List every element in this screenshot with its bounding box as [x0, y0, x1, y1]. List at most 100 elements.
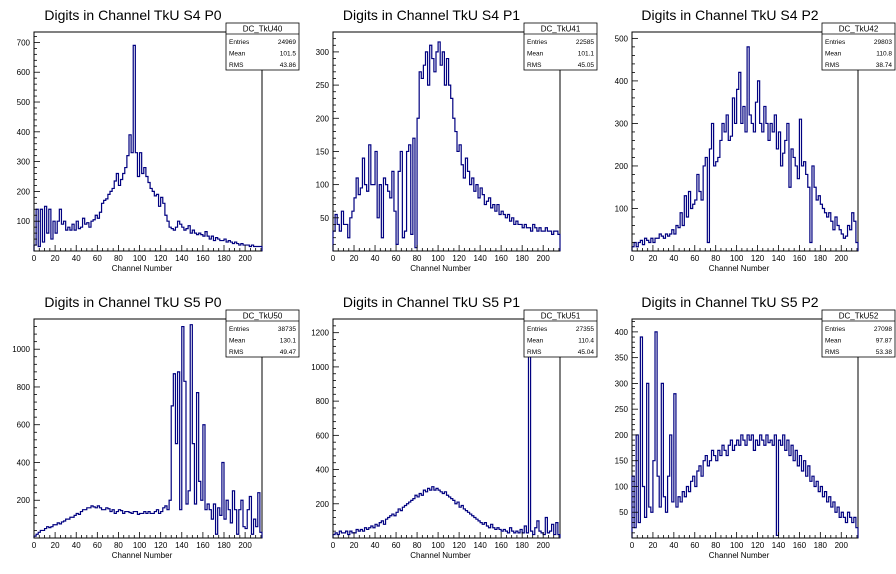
x-tick-label: 180	[814, 254, 828, 263]
x-tick-label: 40	[371, 254, 380, 263]
x-tick-label: 20	[51, 541, 60, 550]
histogram-pad: Digits in Channel TkU S5 P0 0 20 40 60 80 100 1…	[12, 294, 300, 560]
x-tick-label: 20	[51, 254, 60, 263]
stats-label: RMS	[229, 62, 244, 69]
x-tick-label: 160	[494, 254, 508, 263]
y-tick-label: 300	[316, 48, 330, 57]
x-tick-label: 60	[93, 254, 102, 263]
stats-box	[821, 309, 896, 358]
y-tick-label: 250	[316, 81, 330, 90]
y-tick-label: 500	[615, 34, 629, 43]
stats-value: 97.87	[876, 338, 893, 345]
stats-value: 24969	[278, 39, 296, 46]
y-tick-label: 600	[17, 421, 31, 430]
x-tick-label: 120	[452, 541, 466, 550]
x-tick-label: 200	[835, 541, 849, 550]
x-tick-label: 200	[537, 541, 551, 550]
y-tick-label: 700	[17, 38, 31, 47]
x-tick-label: 140	[772, 541, 786, 550]
y-tick-label: 300	[615, 379, 629, 388]
x-tick-label: 100	[431, 541, 445, 550]
x-axis-title: Channel Number	[709, 264, 770, 273]
y-tick-label: 200	[316, 114, 330, 123]
stats-label: Mean	[527, 51, 544, 58]
y-tick-label: 600	[17, 68, 31, 77]
histogram-pad: Digits in Channel TkU S4 P2 0 20 40 60 80 100 1…	[615, 7, 896, 273]
x-tick-label: 0	[32, 254, 37, 263]
x-tick-label: 120	[154, 254, 168, 263]
x-tick-label: 20	[648, 254, 657, 263]
y-tick-label: 200	[316, 500, 330, 509]
stats-value: 38735	[278, 326, 296, 333]
x-tick-label: 80	[114, 541, 123, 550]
x-tick-label: 160	[196, 254, 210, 263]
x-tick-label: 120	[751, 254, 765, 263]
plot-frame	[631, 318, 859, 539]
x-tick-label: 60	[690, 541, 699, 550]
x-tick-label: 40	[72, 541, 81, 550]
stats-label: Entries	[527, 39, 548, 46]
x-tick-label: 100	[431, 254, 445, 263]
x-tick-label: 180	[814, 541, 828, 550]
x-tick-label: 140	[772, 254, 786, 263]
x-tick-label: 40	[72, 254, 81, 263]
x-tick-label: 180	[515, 541, 529, 550]
x-tick-label: 0	[630, 541, 635, 550]
y-tick-label: 300	[615, 119, 629, 128]
stats-value: 45.05	[578, 62, 595, 69]
x-axis-title: Channel Number	[112, 551, 173, 560]
x-tick-label: 120	[452, 254, 466, 263]
stats-value: 38.74	[876, 62, 893, 69]
y-tick-label: 1200	[311, 329, 329, 338]
x-axis-title: Channel Number	[709, 551, 770, 560]
stats-value: 53.38	[876, 349, 893, 356]
x-tick-label: 160	[793, 254, 807, 263]
x-tick-label: 40	[669, 541, 678, 550]
stats-box	[821, 22, 896, 71]
stats-name: DC_TkU51	[541, 312, 581, 321]
y-tick-label: 250	[615, 405, 629, 414]
plot-title: Digits in Channel TkU S5 P1	[343, 294, 520, 310]
x-tick-label: 20	[648, 541, 657, 550]
x-axis-title: Channel Number	[112, 264, 173, 273]
y-tick-label: 400	[17, 128, 31, 137]
y-tick-label: 350	[615, 354, 629, 363]
x-tick-label: 200	[238, 541, 252, 550]
plot-title: Digits in Channel TkU S4 P2	[641, 7, 818, 23]
stats-label: Entries	[825, 39, 846, 46]
x-axis-title: Channel Number	[410, 551, 471, 560]
stats-label: RMS	[527, 62, 542, 69]
plot-frame	[33, 31, 263, 252]
stats-label: Mean	[825, 51, 842, 58]
x-tick-label: 60	[690, 254, 699, 263]
x-tick-label: 0	[630, 254, 635, 263]
stats-value: 110.4	[578, 338, 594, 345]
stats-label: Entries	[825, 326, 846, 333]
y-tick-label: 1000	[12, 345, 30, 354]
stats-label: Mean	[825, 338, 842, 345]
y-tick-label: 100	[17, 217, 31, 226]
y-tick-label: 500	[17, 98, 31, 107]
histogram-pad: Digits in Channel TkU S4 P1 0 20 40 60 80 100 1…	[316, 7, 598, 273]
stats-box	[225, 309, 300, 358]
x-tick-label: 100	[730, 254, 744, 263]
x-tick-label: 200	[537, 254, 551, 263]
stats-value: 101.1	[578, 51, 595, 58]
x-tick-label: 40	[669, 254, 678, 263]
stats-value: 27355	[576, 326, 594, 333]
histogram-series	[631, 46, 859, 251]
x-tick-label: 120	[751, 541, 765, 550]
x-tick-label: 40	[371, 541, 380, 550]
stats-label: Entries	[229, 39, 250, 46]
plot-frame	[631, 31, 859, 252]
x-tick-label: 20	[350, 541, 359, 550]
x-tick-label: 60	[93, 541, 102, 550]
y-tick-label: 300	[17, 158, 31, 167]
y-tick-label: 100	[615, 204, 629, 213]
stats-value: 43.86	[280, 62, 297, 69]
stats-value: 101.5	[280, 51, 297, 58]
x-tick-label: 80	[711, 254, 720, 263]
x-tick-label: 20	[350, 254, 359, 263]
x-tick-label: 100	[133, 254, 147, 263]
x-tick-label: 60	[392, 254, 401, 263]
